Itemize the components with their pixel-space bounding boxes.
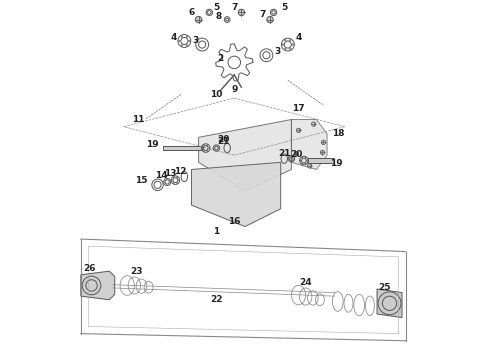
Text: 20: 20 [218, 135, 230, 144]
Text: 2: 2 [217, 54, 223, 63]
Text: 10: 10 [210, 90, 222, 99]
Circle shape [181, 45, 183, 46]
Circle shape [308, 164, 312, 168]
Text: 3: 3 [192, 36, 198, 45]
Circle shape [321, 140, 325, 144]
Circle shape [181, 36, 183, 37]
Text: 20: 20 [291, 150, 303, 159]
Text: 1: 1 [213, 228, 220, 237]
Text: 12: 12 [174, 167, 187, 176]
Circle shape [186, 36, 188, 37]
Circle shape [196, 16, 202, 23]
Circle shape [203, 150, 205, 152]
Circle shape [305, 157, 306, 158]
Circle shape [307, 160, 308, 161]
Text: 21: 21 [278, 149, 291, 158]
Circle shape [238, 9, 245, 15]
Circle shape [305, 163, 306, 164]
Circle shape [302, 157, 303, 158]
Text: 6: 6 [188, 8, 195, 17]
Circle shape [207, 145, 208, 146]
Circle shape [290, 48, 291, 50]
Polygon shape [163, 146, 202, 150]
Text: 4: 4 [171, 33, 177, 42]
Text: 11: 11 [132, 115, 144, 124]
Text: 17: 17 [292, 104, 305, 113]
Circle shape [173, 177, 174, 178]
Circle shape [176, 183, 177, 184]
Circle shape [203, 145, 205, 146]
Circle shape [290, 40, 291, 41]
Circle shape [176, 177, 177, 178]
Text: 16: 16 [228, 217, 241, 226]
Text: 14: 14 [155, 171, 168, 180]
Text: 3: 3 [274, 47, 280, 56]
Circle shape [282, 44, 284, 45]
Text: 5: 5 [213, 3, 220, 12]
Circle shape [294, 152, 298, 156]
Text: 4: 4 [295, 33, 302, 42]
Text: 19: 19 [146, 140, 159, 149]
Text: 13: 13 [164, 168, 176, 177]
Text: 24: 24 [299, 278, 312, 287]
Circle shape [186, 45, 188, 46]
Circle shape [285, 48, 286, 50]
Text: 25: 25 [378, 283, 391, 292]
Text: 19: 19 [330, 158, 343, 167]
Circle shape [296, 128, 301, 132]
Circle shape [302, 163, 303, 164]
Circle shape [209, 148, 210, 149]
Text: 23: 23 [130, 267, 143, 276]
Circle shape [285, 40, 286, 41]
Text: 15: 15 [135, 176, 148, 185]
Circle shape [178, 180, 179, 181]
Polygon shape [192, 162, 281, 226]
Text: 8: 8 [215, 12, 221, 21]
Text: 18: 18 [332, 129, 344, 138]
Circle shape [300, 160, 301, 161]
Text: 7: 7 [260, 10, 266, 19]
Circle shape [178, 40, 180, 42]
Text: 9: 9 [231, 85, 238, 94]
Polygon shape [292, 120, 327, 170]
Polygon shape [198, 120, 292, 191]
Circle shape [173, 183, 174, 184]
Text: 5: 5 [281, 3, 287, 12]
Polygon shape [308, 158, 334, 163]
Text: 21: 21 [218, 138, 230, 147]
Polygon shape [81, 271, 115, 300]
Text: 22: 22 [210, 295, 222, 304]
Circle shape [312, 122, 316, 126]
Circle shape [207, 150, 208, 152]
Circle shape [320, 150, 324, 155]
Text: 7: 7 [231, 3, 238, 12]
Text: 26: 26 [83, 264, 96, 273]
Circle shape [202, 148, 203, 149]
Circle shape [267, 16, 273, 23]
Circle shape [292, 44, 294, 45]
Circle shape [189, 40, 190, 42]
Polygon shape [377, 289, 402, 318]
